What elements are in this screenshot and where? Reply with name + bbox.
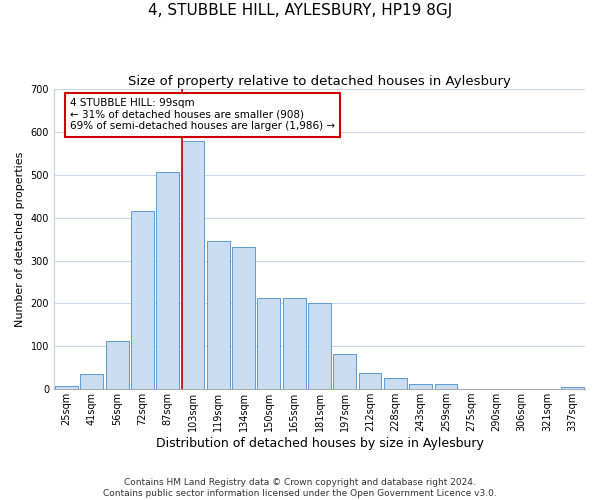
Y-axis label: Number of detached properties: Number of detached properties xyxy=(15,152,25,327)
Bar xyxy=(334,354,356,389)
Bar xyxy=(283,298,305,389)
Text: 4 STUBBLE HILL: 99sqm
← 31% of detached houses are smaller (908)
69% of semi-det: 4 STUBBLE HILL: 99sqm ← 31% of detached … xyxy=(70,98,335,132)
Bar xyxy=(131,212,154,389)
Bar xyxy=(55,386,78,389)
Bar xyxy=(409,384,432,389)
Bar xyxy=(207,242,230,389)
Bar xyxy=(308,302,331,389)
Bar xyxy=(561,386,584,389)
Bar xyxy=(106,341,128,389)
Bar xyxy=(157,172,179,389)
Text: 4, STUBBLE HILL, AYLESBURY, HP19 8GJ: 4, STUBBLE HILL, AYLESBURY, HP19 8GJ xyxy=(148,2,452,18)
X-axis label: Distribution of detached houses by size in Aylesbury: Distribution of detached houses by size … xyxy=(155,437,484,450)
Bar xyxy=(80,374,103,389)
Text: Contains HM Land Registry data © Crown copyright and database right 2024.
Contai: Contains HM Land Registry data © Crown c… xyxy=(103,478,497,498)
Bar xyxy=(257,298,280,389)
Bar xyxy=(232,247,255,389)
Bar xyxy=(182,142,205,389)
Bar xyxy=(434,384,457,389)
Title: Size of property relative to detached houses in Aylesbury: Size of property relative to detached ho… xyxy=(128,75,511,88)
Bar xyxy=(359,374,382,389)
Bar xyxy=(384,378,407,389)
